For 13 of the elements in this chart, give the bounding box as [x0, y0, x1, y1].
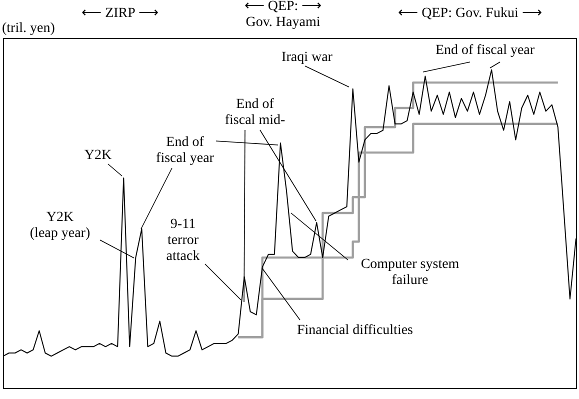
annotation: 9-11 terror attack — [166, 217, 200, 264]
annotation: Y2K — [84, 148, 112, 163]
text: ⟵ QEP: Gov. Fukui ⟶ — [398, 6, 542, 21]
annotation: End of fiscal mid- — [224, 97, 286, 128]
annotation: Financial difficulties — [297, 323, 413, 338]
annotation: Computer system failure — [360, 257, 460, 288]
text: ⟵ ZIRP ⟶ — [82, 6, 158, 21]
text: ⟵ QEP: ⟶ Gov. Hayami — [244, 0, 322, 30]
text: Iraqi war — [282, 50, 333, 65]
text: End of fiscal year — [435, 43, 535, 58]
annotation: Y2K (leap year) — [30, 210, 90, 241]
annotation: End of fiscal year — [156, 135, 214, 166]
y-axis-title: (tril. yen) — [2, 21, 56, 36]
